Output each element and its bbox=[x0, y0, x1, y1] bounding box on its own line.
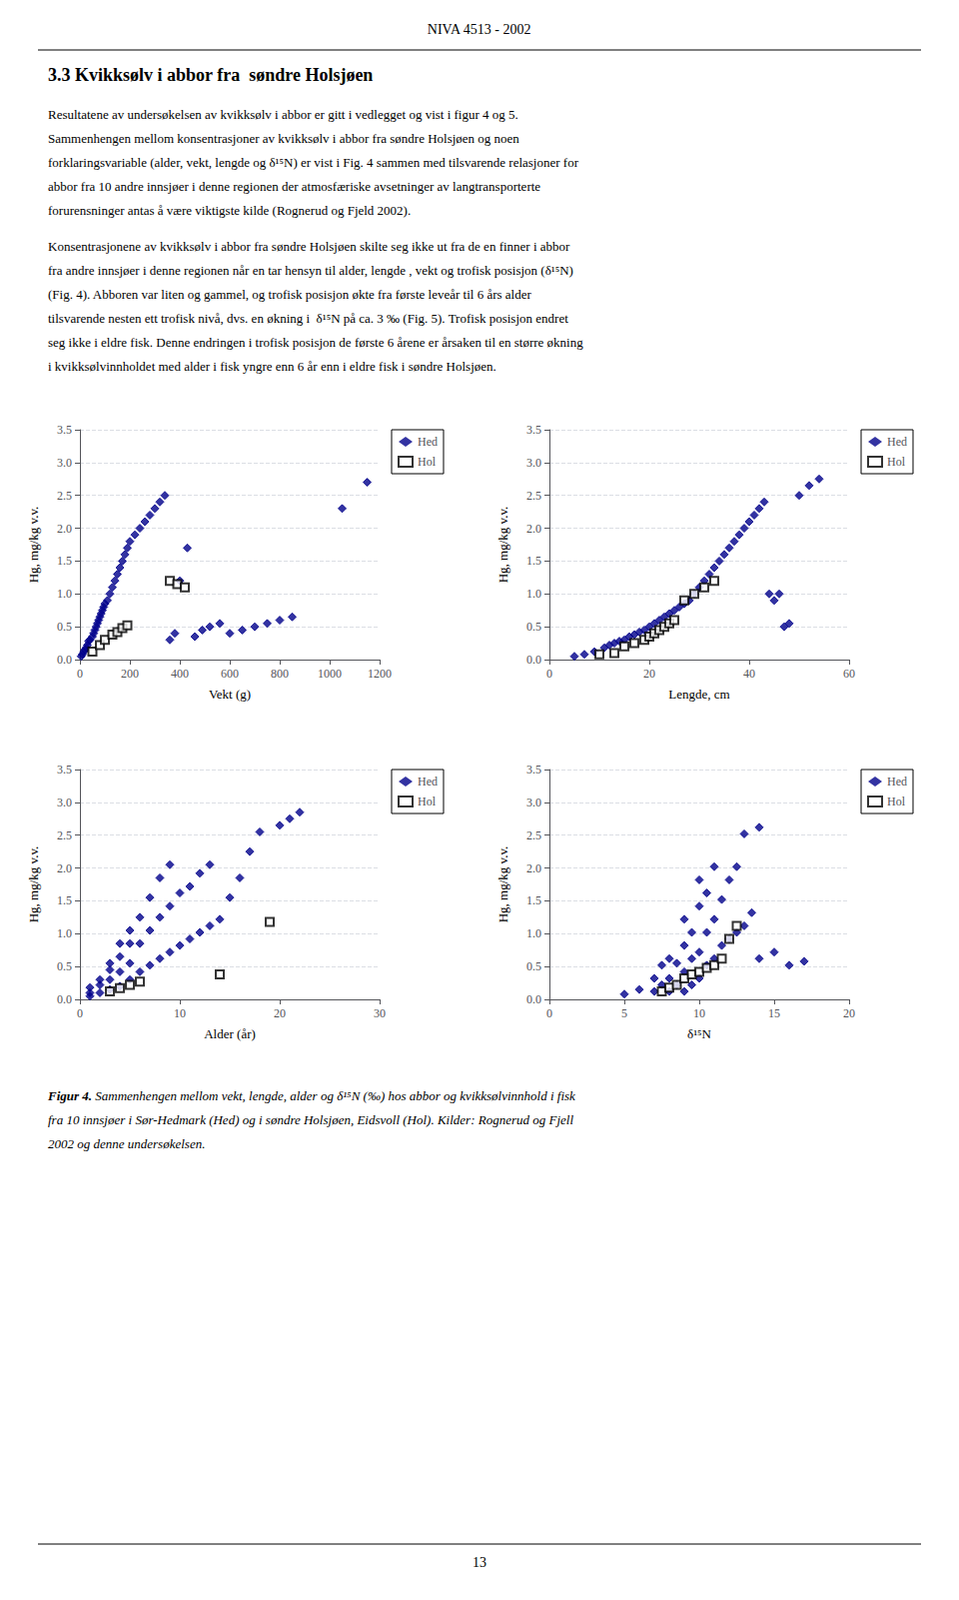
svg-text:600: 600 bbox=[220, 666, 239, 681]
svg-text:2.0: 2.0 bbox=[56, 521, 72, 536]
svg-text:200: 200 bbox=[120, 666, 139, 681]
svg-text:Hg, mg/kg v.v.: Hg, mg/kg v.v. bbox=[495, 506, 511, 584]
svg-text:Vekt (g): Vekt (g) bbox=[208, 686, 251, 702]
svg-text:3.0: 3.0 bbox=[526, 455, 542, 470]
svg-text:15: 15 bbox=[768, 1005, 781, 1020]
svg-text:40: 40 bbox=[743, 666, 756, 681]
svg-text:3.5: 3.5 bbox=[526, 762, 542, 777]
svg-text:δ¹⁵N: δ¹⁵N bbox=[687, 1025, 713, 1041]
svg-text:Hol: Hol bbox=[417, 794, 437, 809]
svg-text:Hed: Hed bbox=[887, 434, 908, 449]
svg-text:0: 0 bbox=[76, 1005, 83, 1020]
svg-text:0.0: 0.0 bbox=[56, 991, 72, 1006]
svg-text:Sammenhengen mellom konsentras: Sammenhengen mellom konsentrasjoner av k… bbox=[47, 130, 520, 146]
svg-text:0: 0 bbox=[546, 1005, 553, 1020]
svg-text:0.0: 0.0 bbox=[56, 652, 72, 667]
svg-text:800: 800 bbox=[270, 666, 289, 681]
svg-text:forurensninger antas å være vi: forurensninger antas å være viktigste ki… bbox=[47, 202, 411, 218]
svg-text:Sammenhengen mellom vekt, leng: Sammenhengen mellom vekt, lengde, alder … bbox=[91, 1087, 576, 1103]
svg-text:Lengde, cm: Lengde, cm bbox=[668, 686, 730, 702]
svg-text:2.0: 2.0 bbox=[56, 861, 72, 876]
svg-text:Hg, mg/kg v.v.: Hg, mg/kg v.v. bbox=[495, 846, 511, 924]
svg-text:Konsentrasjonene av kvikksølv: Konsentrasjonene av kvikksølv i abbor fr… bbox=[47, 238, 571, 254]
svg-text:1.0: 1.0 bbox=[56, 926, 72, 941]
svg-text:(Fig. 4). Abboren var liten og: (Fig. 4). Abboren var liten og gammel, o… bbox=[47, 286, 532, 302]
svg-text:0.0: 0.0 bbox=[526, 652, 542, 667]
svg-text:2.0: 2.0 bbox=[526, 521, 542, 536]
svg-text:3.0: 3.0 bbox=[526, 795, 542, 810]
svg-text:Hg, mg/kg v.v.: Hg, mg/kg v.v. bbox=[25, 846, 41, 924]
svg-text:0.5: 0.5 bbox=[56, 959, 72, 973]
svg-text:seg ikke i eldre fisk. Denne e: seg ikke i eldre fisk. Denne endringen i… bbox=[47, 334, 584, 350]
svg-text:0.5: 0.5 bbox=[56, 619, 72, 634]
svg-text:1.0: 1.0 bbox=[526, 926, 542, 941]
svg-text:1.0: 1.0 bbox=[56, 586, 72, 601]
svg-text:1200: 1200 bbox=[367, 666, 392, 681]
svg-text:Resultatene av undersøkelsen a: Resultatene av undersøkelsen av kvikksøl… bbox=[47, 106, 519, 122]
svg-text:2.5: 2.5 bbox=[526, 828, 542, 843]
svg-text:3.5: 3.5 bbox=[526, 422, 542, 437]
svg-text:tilsvarende nesten ett trofisk: tilsvarende nesten ett trofisk nivå, dvs… bbox=[47, 310, 569, 326]
svg-text:0.5: 0.5 bbox=[526, 959, 542, 973]
svg-text:1.5: 1.5 bbox=[56, 893, 72, 908]
svg-text:2.5: 2.5 bbox=[56, 828, 72, 843]
svg-text:fra andre innsjøer i denne reg: fra andre innsjøer i denne regionen når … bbox=[47, 262, 574, 278]
svg-text:13: 13 bbox=[472, 1554, 487, 1570]
svg-text:abbor fra 10 andre innsjøer i: abbor fra 10 andre innsjøer i denne regi… bbox=[47, 178, 541, 194]
svg-text:400: 400 bbox=[170, 666, 189, 681]
svg-text:fra 10 innsjøer i Sør-Hedmark: fra 10 innsjøer i Sør-Hedmark (Hed) og i… bbox=[47, 1111, 574, 1127]
svg-text:Hed: Hed bbox=[417, 774, 438, 789]
svg-text:1.5: 1.5 bbox=[526, 893, 542, 908]
svg-text:2.5: 2.5 bbox=[56, 488, 72, 503]
svg-text:1.5: 1.5 bbox=[526, 553, 542, 568]
svg-text:1.5: 1.5 bbox=[56, 553, 72, 568]
svg-text:i kvikksølvinnholdet med alder: i kvikksølvinnholdet med alder i fisk yn… bbox=[47, 358, 497, 374]
svg-text:3.0: 3.0 bbox=[56, 795, 72, 810]
svg-text:Hed: Hed bbox=[887, 774, 908, 789]
svg-text:20: 20 bbox=[843, 1005, 856, 1020]
svg-text:2002 og denne undersøkelsen.: 2002 og denne undersøkelsen. bbox=[47, 1135, 205, 1151]
svg-text:Hol: Hol bbox=[887, 454, 907, 469]
svg-text:0: 0 bbox=[76, 666, 83, 681]
svg-text:Hol: Hol bbox=[887, 794, 907, 809]
svg-text:0.0: 0.0 bbox=[526, 991, 542, 1006]
svg-text:Hed: Hed bbox=[417, 434, 438, 449]
svg-text:2.5: 2.5 bbox=[526, 488, 542, 503]
svg-text:30: 30 bbox=[373, 1005, 386, 1020]
svg-text:Hg, mg/kg v.v.: Hg, mg/kg v.v. bbox=[25, 506, 41, 584]
svg-text:3.0: 3.0 bbox=[56, 455, 72, 470]
svg-text:2.0: 2.0 bbox=[526, 861, 542, 876]
svg-text:3.3 Kvikksølv i abbor fra søn: 3.3 Kvikksølv i abbor fra søndre Holsjøe… bbox=[47, 64, 373, 85]
svg-text:1.0: 1.0 bbox=[526, 586, 542, 601]
svg-text:10: 10 bbox=[693, 1005, 706, 1020]
svg-text:20: 20 bbox=[273, 1005, 286, 1020]
svg-text:5: 5 bbox=[621, 1005, 628, 1020]
svg-text:20: 20 bbox=[643, 666, 656, 681]
svg-text:NIVA 4513 - 2002: NIVA 4513 - 2002 bbox=[427, 21, 532, 37]
svg-text:10: 10 bbox=[173, 1005, 186, 1020]
svg-text:1000: 1000 bbox=[317, 666, 342, 681]
svg-text:forklaringsvariable (alder, ve: forklaringsvariable (alder, vekt, lengde… bbox=[47, 154, 580, 170]
svg-text:3.5: 3.5 bbox=[56, 422, 72, 437]
svg-text:0: 0 bbox=[546, 666, 553, 681]
svg-text:Hol: Hol bbox=[417, 454, 437, 469]
svg-text:0.5: 0.5 bbox=[526, 619, 542, 634]
svg-text:60: 60 bbox=[843, 666, 856, 681]
svg-text:3.5: 3.5 bbox=[56, 762, 72, 777]
svg-text:Alder (år): Alder (år) bbox=[203, 1025, 256, 1041]
svg-text:Figur 4.: Figur 4. bbox=[46, 1087, 92, 1103]
